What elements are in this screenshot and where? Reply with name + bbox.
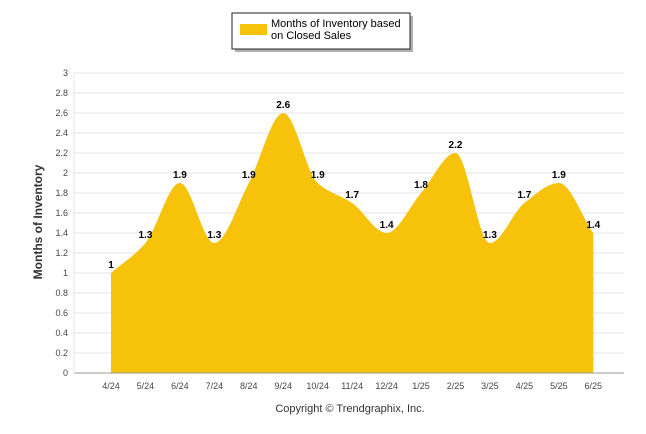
x-tick-label: 10/24 <box>306 381 329 391</box>
data-label: 1.8 <box>414 180 428 191</box>
data-label: 1 <box>108 260 114 271</box>
x-tick-label: 8/24 <box>240 381 258 391</box>
x-tick-label: 6/25 <box>585 381 603 391</box>
x-tick-label: 7/24 <box>206 381 224 391</box>
y-tick-label: 1.8 <box>55 188 68 198</box>
y-tick-label: 2.2 <box>55 148 68 158</box>
data-label: 2.6 <box>276 100 290 111</box>
x-tick-label: 3/25 <box>481 381 499 391</box>
y-axis-title: Months of Inventory <box>31 164 45 279</box>
y-tick-label: 0.2 <box>55 348 68 358</box>
x-tick-label: 1/25 <box>412 381 430 391</box>
data-labels: 1 1.3 1.9 1.3 1.9 2.6 1.9 1.7 1.4 1.8 2.2 1.3 1.7 1.9… <box>108 100 600 271</box>
legend-swatch <box>240 24 267 35</box>
data-label: 1.9 <box>552 170 566 181</box>
y-tick-label: 1.2 <box>55 248 68 258</box>
x-tick-label: 12/24 <box>375 381 398 391</box>
x-tick-label: 4/24 <box>102 381 120 391</box>
data-label: 1.3 <box>138 230 152 241</box>
x-tick-label: 4/25 <box>516 381 534 391</box>
x-tick-label: 6/24 <box>171 381 189 391</box>
area-series <box>111 113 594 373</box>
y-tick-label: 0.8 <box>55 288 68 298</box>
y-tick-label: 3 <box>63 68 68 78</box>
x-tick-labels: 4/24 5/24 6/24 7/24 8/24 9/24 10/24 11/24 12/24 1… <box>102 381 602 391</box>
y-tick-label: 2 <box>63 168 68 178</box>
copyright-text: Copyright © Trendgraphix, Inc. <box>275 403 424 415</box>
data-label: 2.2 <box>449 140 463 151</box>
data-label: 1.3 <box>483 230 497 241</box>
x-tick-label: 9/24 <box>274 381 292 391</box>
y-tick-label: 0 <box>63 368 68 378</box>
legend: Months of Inventory based on Closed Sales <box>231 12 413 52</box>
y-tick-label: 1 <box>63 268 68 278</box>
y-tick-labels: 0 0.2 0.4 0.6 0.8 1 1.2 1.4 1.6 1.8 2 2.2 2.4 2.6 2.8 3 <box>55 68 68 378</box>
area-fill <box>111 113 594 373</box>
y-tick-label: 0.4 <box>55 328 68 338</box>
data-label: 1.9 <box>242 170 256 181</box>
data-label: 1.7 <box>517 190 531 201</box>
data-label: 1.7 <box>345 190 359 201</box>
y-tick-label: 2.8 <box>55 88 68 98</box>
data-label: 1.3 <box>207 230 221 241</box>
axes <box>73 73 624 374</box>
y-tick-label: 1.4 <box>55 228 68 238</box>
x-tick-label: 5/24 <box>137 381 155 391</box>
x-tick-label: 5/25 <box>550 381 568 391</box>
x-tick-label: 2/25 <box>447 381 465 391</box>
y-tick-label: 1.6 <box>55 208 68 218</box>
data-label: 1.4 <box>586 220 600 231</box>
legend-entry-label: Months of Inventory based on Closed Sales <box>271 18 401 42</box>
data-label: 1.9 <box>311 170 325 181</box>
y-tick-label: 0.6 <box>55 308 68 318</box>
y-tick-label: 2.6 <box>55 108 68 118</box>
x-tick-label: 11/24 <box>341 381 363 391</box>
data-label: 1.4 <box>380 220 394 231</box>
data-label: 1.9 <box>173 170 187 181</box>
y-tick-label: 2.4 <box>55 128 68 138</box>
